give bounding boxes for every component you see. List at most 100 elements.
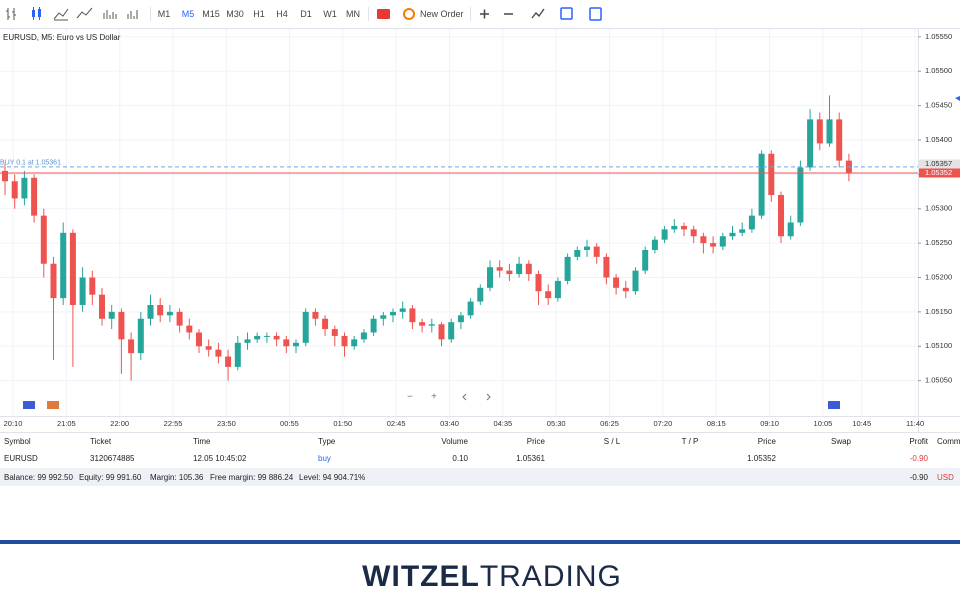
candle-body [137,318,144,354]
candle-body [622,287,629,292]
candle-body [89,277,96,295]
candle-body [360,332,367,340]
candle-body [603,256,610,278]
chart-nav: − + [407,392,491,403]
timeframe[interactable]: MN [346,9,360,19]
timeframe[interactable]: M30 [226,9,244,19]
column-header: Price [527,437,546,446]
timeframe[interactable]: M15 [202,9,220,19]
balance: Balance: 99 992.50 [4,473,73,482]
new-order-icon[interactable] [403,8,415,20]
candle-body [758,153,765,216]
candle-body [438,324,445,340]
candle-body [778,195,784,237]
candle-body [506,270,513,275]
x-tick-label: 22:00 [110,419,129,428]
candle-body [496,267,503,271]
x-tick-label: 06:25 [600,419,619,428]
candle-body [700,236,707,244]
total-profit: -0.90 [910,473,929,482]
ask-label: 1.05357 [925,159,952,168]
candle-body [263,335,270,337]
candle-body [457,315,464,323]
candle-body [380,315,387,319]
candle-body [661,229,668,240]
margin: Margin: 105.36 [150,473,204,482]
candle-body [273,335,280,340]
nav-minus[interactable]: − [407,392,413,403]
x-tick-label: 02:45 [387,419,406,428]
y-tick-label: 1.05050 [925,376,952,385]
positions-table: Symbol Ticket Time Type Volume Price S / L T / … [0,432,960,486]
cell-profit: -0.90 [910,454,929,463]
brand-bar [0,540,960,544]
candle-body [176,311,183,326]
candle-body [370,318,377,333]
equity: Equity: 99 991.60 [79,473,142,482]
bar-icon[interactable] [6,8,16,20]
tick-icon[interactable] [127,10,138,19]
candle-body [234,342,241,367]
currency: USD [937,473,954,482]
chart: 1.055501.055001.054501.054001.053501.053… [0,29,960,432]
x-tick-label: 22:55 [164,419,183,428]
new-order[interactable]: New Order [420,9,464,19]
level: Level: 94 904.71% [299,473,365,482]
candle-icon[interactable] [32,7,41,20]
candle-body [21,177,28,199]
candle-body [399,308,406,312]
timeframe[interactable]: M5 [182,9,195,19]
indicator-icon[interactable] [531,8,545,19]
timeframe[interactable]: W1 [323,9,337,19]
report-icon[interactable] [589,7,602,21]
timeframe[interactable]: H1 [253,9,265,19]
candle-body [613,277,620,288]
y-tick-label: 1.05500 [925,66,952,75]
candle-body [729,232,736,237]
candle-body [331,329,338,336]
candle-body [516,263,523,275]
candle-body [487,267,493,288]
candle-body [816,119,823,144]
y-tick-label: 1.05100 [925,341,952,350]
toolbar: M1 M5 M15 M30 H1 H4 D1 W1 MN New Order [0,7,960,29]
candle-body [166,311,173,316]
candle-body [205,346,212,350]
x-tick-label: 11:40 [906,419,924,428]
timeframe[interactable]: H4 [276,9,288,19]
timeframe[interactable]: M1 [158,9,171,19]
logo-bold: WITZEL [362,560,480,593]
column-header: Swap [831,437,852,446]
candle-body [564,256,571,281]
free-margin: Free margin: 99 886.24 [210,473,294,482]
candle-body [651,239,658,250]
y-tick-label: 1.05300 [925,204,952,213]
y-tick-label: 1.05550 [925,32,952,41]
trade-icon[interactable] [377,9,390,19]
y-tick-label: 1.05450 [925,101,952,110]
order-label: BUY 0.1 at 1.05361 [0,160,61,167]
bid-label: 1.05352 [925,168,952,177]
nav-plus[interactable]: + [431,392,437,403]
candle-body [50,263,57,299]
calendar-icon[interactable] [560,7,573,20]
zoom-in[interactable] [480,9,489,19]
x-tick-label: 08:15 [707,419,726,428]
nav-arrows[interactable] [462,393,491,401]
candle-body [467,301,474,316]
volume-icon[interactable] [103,10,117,19]
candle-body [312,311,319,319]
column-header: Ticket [90,437,112,446]
column-header: Profit [909,437,928,446]
candle-body [99,294,105,319]
line-icon[interactable] [76,7,93,19]
candle-body [710,243,717,247]
candle-body [157,305,164,316]
timeframe[interactable]: D1 [300,9,312,19]
candle-body [215,349,222,357]
area-icon[interactable] [53,8,69,21]
logo: WITZELTRADING [362,560,622,593]
candle-body [283,339,290,347]
flag-us [828,401,840,409]
